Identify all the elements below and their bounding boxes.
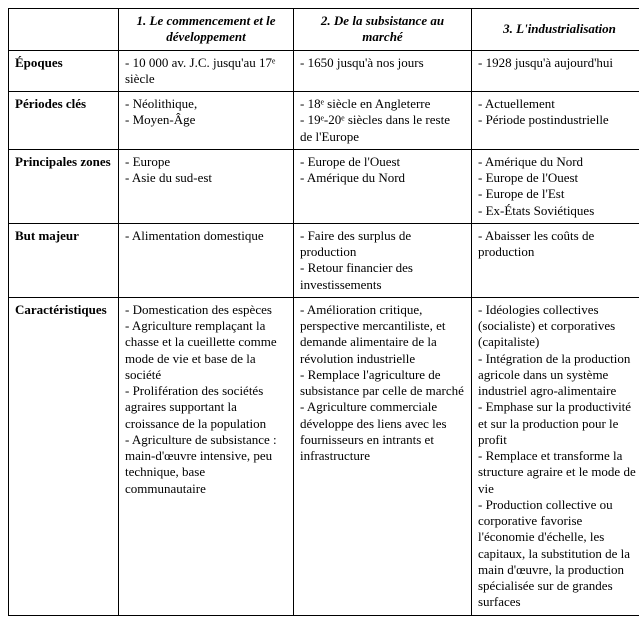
row-header-but: But majeur (9, 223, 119, 297)
cell: - Domestication des espèces- Agriculture… (119, 297, 294, 615)
cell: - Néolithique,- Moyen-Âge (119, 92, 294, 150)
cell: - Faire des surplus de production- Retou… (294, 223, 472, 297)
cell: - Europe- Asie du sud-est (119, 149, 294, 223)
cell: - 18ᵉ siècle en Angleterre- 19ᵉ-20ᵉ sièc… (294, 92, 472, 150)
cell: - 10 000 av. J.C. jusqu'au 17ᵉ siècle (119, 50, 294, 92)
row-header-epoques: Époques (9, 50, 119, 92)
cell: - Actuellement- Période postindustrielle (472, 92, 639, 150)
cell: - Idéologies collectives (socialiste) et… (472, 297, 639, 615)
cell: - Europe de l'Ouest- Amérique du Nord (294, 149, 472, 223)
table-row: But majeur - Alimentation domestique - F… (9, 223, 639, 297)
cell: - Amérique du Nord- Europe de l'Ouest- E… (472, 149, 639, 223)
cell: - Amélioration critique, perspective mer… (294, 297, 472, 615)
row-header-caracteristiques: Caractéristiques (9, 297, 119, 615)
cell: - 1650 jusqu'à nos jours (294, 50, 472, 92)
header-blank (9, 9, 119, 51)
table-row: Périodes clés - Néolithique,- Moyen-Âge … (9, 92, 639, 150)
col-header-2: 2. De la subsistance au marché (294, 9, 472, 51)
table-header-row: 1. Le commencement et le développement 2… (9, 9, 639, 51)
table-row: Époques - 10 000 av. J.C. jusqu'au 17ᵉ s… (9, 50, 639, 92)
cell: - Alimentation domestique (119, 223, 294, 297)
col-header-1: 1. Le commencement et le développement (119, 9, 294, 51)
table-row: Caractéristiques - Domestication des esp… (9, 297, 639, 615)
row-header-zones: Principales zones (9, 149, 119, 223)
cell: - Abaisser les coûts de production (472, 223, 639, 297)
table-row: Principales zones - Europe- Asie du sud-… (9, 149, 639, 223)
col-header-3: 3. L'industrialisation (472, 9, 639, 51)
cell: - 1928 jusqu'à aujourd'hui (472, 50, 639, 92)
agriculture-phases-table: 1. Le commencement et le développement 2… (8, 8, 639, 616)
row-header-periodes: Périodes clés (9, 92, 119, 150)
